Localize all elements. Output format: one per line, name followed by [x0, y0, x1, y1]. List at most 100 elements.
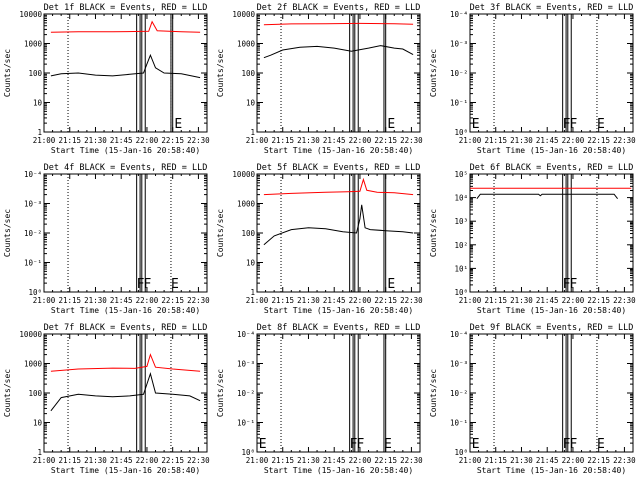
x-tick-label: 21:15: [58, 456, 81, 465]
plot-frame: [43, 173, 208, 293]
flag-letter: F: [144, 277, 152, 292]
x-tick-label: 22:00: [349, 136, 372, 145]
x-tick-label: 21:15: [484, 296, 507, 305]
x-tick-label: 22:15: [374, 296, 397, 305]
y-tick-label: 10¹: [454, 264, 468, 273]
y-tick-label: 10⁰: [454, 128, 468, 137]
panel-title: Det 6f BLACK = Events, RED = LLD: [470, 163, 634, 173]
y-tick-label: 10⁻³: [450, 360, 468, 369]
x-tick-label: 21:30: [510, 456, 533, 465]
flag-letter: E: [384, 437, 392, 452]
y-tick-label: 10³: [454, 217, 468, 226]
panel-title: Det 5f BLACK = Events, RED = LLD: [257, 163, 421, 173]
x-tick-label: 21:30: [84, 296, 107, 305]
lld-series-line: [50, 20, 201, 33]
y-tick-label: 10⁻²: [237, 389, 255, 398]
y-tick-label: 10⁻²: [24, 229, 42, 238]
panel-title: Det 7f BLACK = Events, RED = LLD: [44, 323, 208, 333]
x-tick-label: 22:30: [187, 136, 210, 145]
flag-letter: E: [472, 117, 480, 132]
x-tick-label: 22:30: [613, 296, 636, 305]
detector-panel: Det 8f BLACK = Events, RED = LLD 10⁰ 10⁻¹ 1…: [216, 323, 423, 475]
y-axis-label: Counts/sec: [3, 369, 12, 417]
x-tick-label: 22:30: [187, 456, 210, 465]
x-tick-label: 22:15: [587, 296, 610, 305]
flag-letter: E: [171, 277, 179, 292]
x-axis-label: Start Time (15-Jan-16 20:58:40): [264, 466, 413, 475]
x-axis-label: Start Time (15-Jan-16 20:58:40): [477, 306, 626, 315]
detector-panel: Det 2f BLACK = Events, RED = LLD 1 10 100 10…: [216, 3, 423, 155]
x-tick-label: 21:30: [297, 456, 320, 465]
y-tick-label: 10000: [19, 330, 42, 339]
x-tick-label: 22:00: [136, 136, 159, 145]
y-tick-label: 10⁻²: [450, 69, 468, 78]
y-tick-label: 10: [246, 259, 256, 268]
flag-letter: F: [357, 437, 365, 452]
x-tick-label: 21:15: [271, 296, 294, 305]
detector-panel: Det 3f BLACK = Events, RED = LLD 10⁰ 10⁻¹ 1…: [429, 3, 636, 155]
y-tick-label: 1: [37, 128, 42, 137]
events-series-line: [50, 53, 201, 79]
x-tick-label: 22:00: [562, 456, 585, 465]
x-tick-label: 21:30: [297, 136, 320, 145]
lld-series-line: [50, 353, 201, 372]
panel-title: Det 3f BLACK = Events, RED = LLD: [470, 3, 634, 13]
x-tick-label: 22:15: [587, 136, 610, 145]
x-tick-label: 22:15: [587, 456, 610, 465]
x-tick-label: 22:30: [400, 136, 423, 145]
x-tick-label: 21:00: [246, 296, 269, 305]
lld-series-line: [263, 177, 414, 196]
y-tick-label: 10⁰: [28, 288, 42, 297]
y-axis-label: Counts/sec: [429, 369, 438, 417]
x-tick-label: 21:00: [459, 456, 482, 465]
x-tick-label: 21:45: [110, 136, 133, 145]
x-tick-label: 21:45: [110, 296, 133, 305]
y-axis-label: Counts/sec: [429, 49, 438, 97]
detector-panel: Det 6f BLACK = Events, RED = LLD 10⁰ 10¹ 10…: [429, 163, 636, 315]
x-tick-label: 21:00: [459, 296, 482, 305]
x-tick-label: 21:00: [33, 456, 56, 465]
flag-letter: E: [174, 117, 182, 132]
y-tick-label: 1: [250, 288, 255, 297]
flag-letter: F: [563, 437, 571, 452]
plot-frame: [469, 173, 634, 293]
x-tick-label: 21:30: [510, 136, 533, 145]
detector-panel: Det 7f BLACK = Events, RED = LLD 1 10 100 10…: [3, 323, 210, 475]
plot-frame: [43, 333, 208, 453]
flag-letter: F: [563, 277, 571, 292]
y-axis-label: Counts/sec: [3, 49, 12, 97]
y-tick-label: 10⁴: [454, 194, 468, 203]
y-tick-label: 1: [250, 128, 255, 137]
x-tick-label: 21:45: [323, 136, 346, 145]
y-axis-label: Counts/sec: [216, 209, 225, 257]
x-tick-label: 22:00: [562, 136, 585, 145]
flag-letter: F: [570, 117, 578, 132]
x-tick-label: 22:30: [400, 456, 423, 465]
x-tick-label: 22:00: [349, 296, 372, 305]
plot-frame: [469, 333, 634, 453]
x-tick-label: 22:15: [374, 136, 397, 145]
x-tick-label: 21:45: [536, 296, 559, 305]
y-tick-label: 10⁻³: [24, 200, 42, 209]
x-axis-label: Start Time (15-Jan-16 20:58:40): [51, 146, 200, 155]
x-tick-label: 21:45: [536, 136, 559, 145]
x-tick-label: 22:00: [136, 456, 159, 465]
x-axis-label: Start Time (15-Jan-16 20:58:40): [477, 146, 626, 155]
x-axis-label: Start Time (15-Jan-16 20:58:40): [264, 146, 413, 155]
y-tick-label: 100: [241, 229, 255, 238]
x-tick-label: 21:30: [297, 296, 320, 305]
x-tick-label: 21:15: [58, 136, 81, 145]
x-tick-label: 21:00: [246, 456, 269, 465]
y-tick-label: 10⁰: [454, 288, 468, 297]
flag-letter: F: [350, 437, 358, 452]
y-tick-label: 10000: [232, 170, 255, 179]
x-tick-label: 22:30: [400, 296, 423, 305]
x-tick-label: 21:30: [84, 136, 107, 145]
y-tick-label: 10: [33, 99, 43, 108]
x-tick-label: 21:45: [536, 456, 559, 465]
flag-letter: F: [570, 437, 578, 452]
detector-panel: Det 5f BLACK = Events, RED = LLD 1 10 100 10…: [216, 163, 423, 315]
panel-title: Det 2f BLACK = Events, RED = LLD: [257, 3, 421, 13]
y-tick-label: 10⁵: [454, 170, 468, 179]
